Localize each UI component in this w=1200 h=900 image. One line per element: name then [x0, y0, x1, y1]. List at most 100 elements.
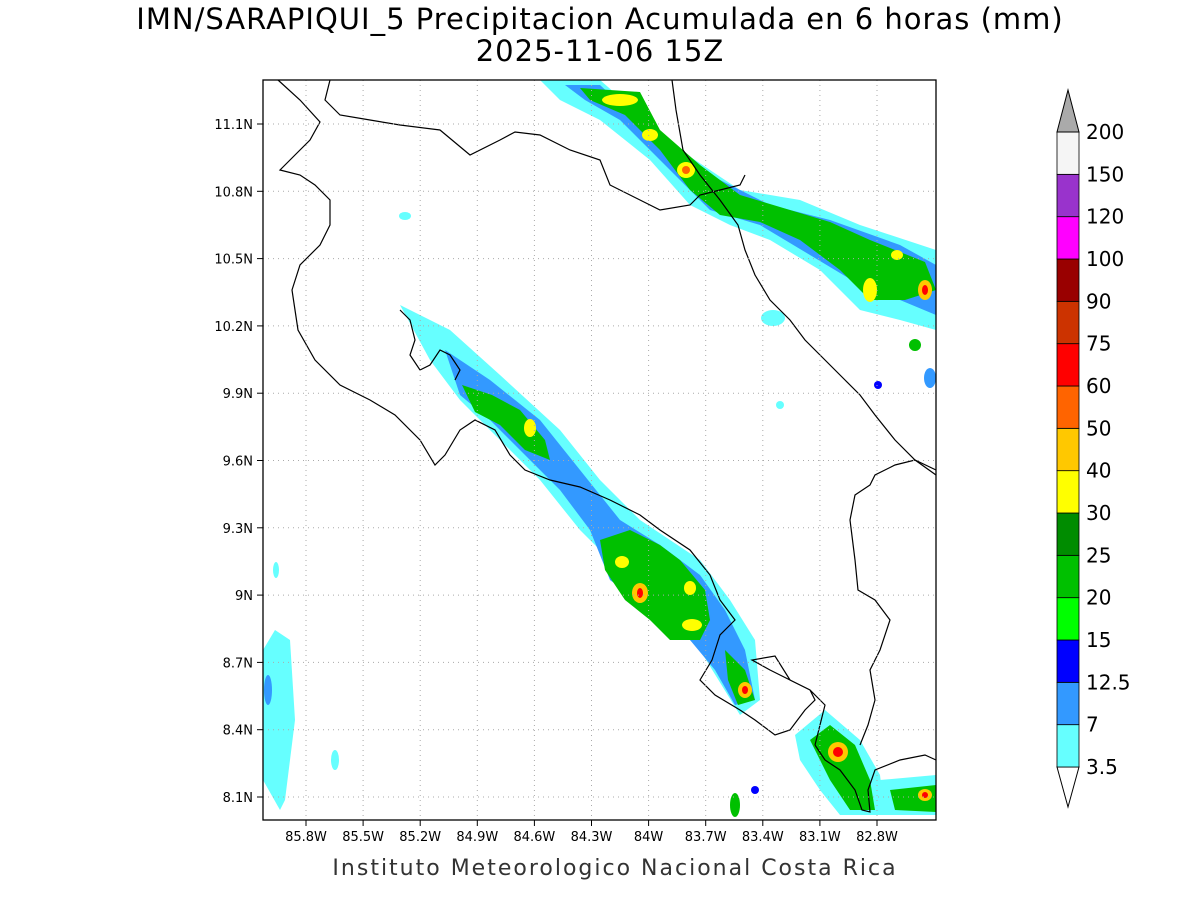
- colorbar-box: [1056, 216, 1080, 260]
- lon-tick-label: 83.4W: [742, 830, 784, 845]
- lon-tick-label: 83.1W: [799, 830, 841, 845]
- precip-core-north-3: [682, 166, 690, 174]
- precip-core-north-4: [642, 129, 658, 141]
- precip-core-north-7: [922, 285, 928, 295]
- coastline-north-pacific: [277, 79, 826, 746]
- precip-spot-11: [399, 212, 411, 220]
- colorbar-box: [1056, 300, 1080, 345]
- precip-spot-9: [331, 750, 339, 770]
- colorbar-label: 12.5: [1086, 670, 1131, 694]
- coastline-nicoya: [399, 309, 461, 381]
- grid-lines: [263, 80, 936, 820]
- precip-spot-6: [730, 793, 740, 817]
- colorbar-label: 75: [1086, 332, 1111, 356]
- colorbar-label: 30: [1086, 501, 1111, 525]
- colorbar-box: [1056, 724, 1080, 768]
- lat-tick-label: 8.7N: [223, 656, 253, 671]
- colorbar-arrow-bottom: [1056, 766, 1080, 809]
- colorbar-label: 150: [1086, 162, 1124, 186]
- lat-tick-label: 10.8N: [214, 185, 253, 200]
- colorbar-box: [1056, 554, 1080, 599]
- lon-tick-label: 84.6W: [513, 830, 555, 845]
- precipitation-field: [263, 80, 936, 817]
- precip-core-north-1: [602, 94, 638, 106]
- lon-tick-label: 82.8W: [856, 830, 898, 845]
- colorbar-box: [1056, 385, 1080, 429]
- colorbar-label: 60: [1086, 374, 1111, 398]
- map-title: IMN/SARAPIQUI_5 Precipitacion Acumulada …: [136, 2, 1064, 36]
- colorbar-box: [1056, 639, 1080, 683]
- lon-tick-label: 85.8W: [285, 830, 327, 845]
- border-nicaragua: [324, 79, 746, 211]
- border-panama: [849, 459, 937, 746]
- colorbar-label: 200: [1086, 120, 1124, 144]
- colorbar-label: 120: [1086, 205, 1124, 229]
- precip-spot-8: [264, 675, 272, 705]
- precip-spot-10: [273, 562, 279, 578]
- precip-spot-1: [909, 339, 921, 351]
- colorbar-box: [1056, 512, 1080, 556]
- colorbar: 3.5 7 12.5 15 20 25 30 40 50 60 75 90 100 120 150 200: [1056, 88, 1131, 809]
- colorbar-label: 15: [1086, 628, 1111, 652]
- lon-tick-label: 84W: [634, 830, 664, 845]
- colorbar-box: [1056, 681, 1080, 726]
- colorbar-box: [1056, 258, 1080, 302]
- lat-tick-label: 10.5N: [214, 253, 253, 268]
- colorbar-label: 40: [1086, 459, 1111, 483]
- precip-band-north-green: [580, 88, 936, 300]
- map-datetime: 2025-11-06 15Z: [475, 34, 725, 68]
- lon-tick-label: 85.2W: [399, 830, 441, 845]
- colorbar-box: [1056, 597, 1080, 641]
- precip-spot-7: [751, 786, 759, 794]
- precip-core-south-2: [833, 747, 843, 757]
- colorbar-arrow-top: [1056, 88, 1080, 133]
- coastlines: [277, 79, 937, 813]
- lat-tick-label: 10.2N: [214, 320, 253, 335]
- colorbar-box: [1056, 173, 1080, 218]
- precip-band-west: [263, 630, 295, 810]
- precip-band-pacific-green: [462, 385, 755, 705]
- precip-core-pacific-6: [684, 581, 696, 595]
- precip-spot-4: [874, 381, 882, 389]
- lat-tick-label: 9.3N: [223, 522, 253, 537]
- map-frame: [262, 79, 937, 821]
- colorbar-box: [1056, 470, 1080, 514]
- lat-tick-label: 9.9N: [223, 387, 253, 402]
- precip-spot-5: [776, 401, 784, 409]
- coastline-caribbean: [671, 79, 937, 476]
- precip-core-north-8: [891, 250, 903, 260]
- precip-core-pacific-5: [682, 619, 702, 631]
- lat-tick-label: 8.4N: [223, 724, 253, 739]
- precip-core-pacific-1: [524, 419, 536, 437]
- colorbar-box: [1056, 343, 1080, 387]
- lon-tick-label: 83.7W: [685, 830, 727, 845]
- lon-tick-label: 84.9W: [456, 830, 498, 845]
- latitude-axis: 11.1N 10.8N 10.5N 10.2N 9.9N 9.6N 9.3N 9N 8.7N 8.…: [214, 118, 263, 806]
- lon-tick-label: 85.5W: [342, 830, 384, 845]
- colorbar-box: [1056, 427, 1080, 472]
- lon-tick-label: 84.3W: [571, 830, 613, 845]
- institution-footer: Instituto Meteorologico Nacional Costa R…: [332, 856, 898, 881]
- precip-core-south-4: [922, 792, 928, 798]
- colorbar-box: [1056, 131, 1080, 175]
- coastline-south: [814, 744, 937, 813]
- lat-tick-label: 9N: [235, 589, 253, 604]
- precip-spot-3: [761, 310, 785, 326]
- colorbar-label: 25: [1086, 543, 1111, 567]
- colorbar-label: 7: [1086, 713, 1099, 737]
- longitude-axis: 85.8W 85.5W 85.2W 84.9W 84.6W 84.3W 84W 83.7W 83…: [285, 820, 898, 845]
- lat-tick-label: 9.6N: [223, 455, 253, 470]
- precip-core-north-5: [863, 278, 877, 302]
- colorbar-label: 50: [1086, 416, 1111, 440]
- colorbar-label: 100: [1086, 247, 1124, 271]
- colorbar-label: 20: [1086, 586, 1111, 610]
- lat-tick-label: 8.1N: [223, 791, 253, 806]
- precip-core-pacific-2: [615, 556, 629, 568]
- precip-spot-2: [924, 368, 936, 388]
- precip-core-pacific-4: [637, 588, 643, 598]
- colorbar-label: 90: [1086, 289, 1111, 313]
- colorbar-label: 3.5: [1086, 755, 1118, 779]
- precip-core-pacific-8: [742, 686, 748, 694]
- lat-tick-label: 11.1N: [214, 118, 253, 133]
